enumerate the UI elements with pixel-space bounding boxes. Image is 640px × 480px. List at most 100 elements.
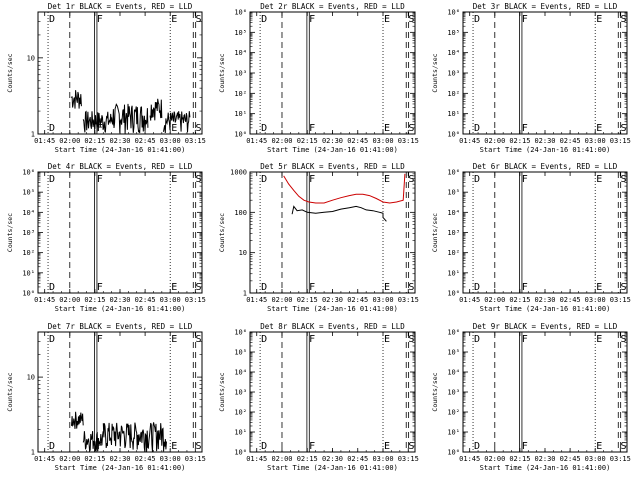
- y-tick-label: 10: [239, 249, 247, 257]
- x-tick-label: 02:30: [322, 296, 343, 304]
- x-tick-label: 02:45: [135, 137, 156, 145]
- marker-label-e: E: [596, 441, 602, 452]
- y-tick-label: 10¹: [447, 269, 460, 277]
- marker-label-s: S: [195, 334, 201, 345]
- x-tick-label: 02:30: [109, 296, 130, 304]
- plot-frame: [462, 11, 628, 135]
- y-tick-label: 10⁶: [447, 9, 460, 17]
- y-tick-label: 10¹: [447, 429, 460, 437]
- y-tick-label: 10⁰: [234, 449, 247, 457]
- y-tick-label: 10³: [234, 389, 247, 397]
- panel-title: Det 6r BLACK = Events, RED = LLD: [473, 162, 618, 171]
- x-tick-label: 02:15: [297, 137, 318, 145]
- marker-label-f: F: [309, 334, 315, 345]
- marker-label-d: D: [261, 174, 267, 185]
- marker-label-f: F: [97, 441, 103, 452]
- plot-frame: [462, 331, 628, 453]
- x-axis-title: Start Time (24-Jan-16 01:41:00): [55, 146, 186, 154]
- panel-det-6: Det 6r BLACK = Events, RED = LLD 01:45 02:…: [431, 162, 631, 313]
- x-tick-label: 01:45: [246, 296, 267, 304]
- y-axis-title: Counts/sec: [6, 213, 14, 252]
- x-tick-label: 02:15: [509, 137, 530, 145]
- panel-title: Det 3r BLACK = Events, RED = LLD: [473, 2, 618, 11]
- x-tick-label: 02:15: [509, 296, 530, 304]
- marker-label-s: S: [408, 441, 414, 452]
- y-axis-title: Counts/sec: [431, 53, 439, 92]
- y-tick-label: 10²: [447, 409, 460, 417]
- y-tick-label: 10⁰: [447, 449, 460, 457]
- marker-label-s: S: [620, 282, 626, 293]
- x-tick-label: 03:15: [398, 455, 419, 463]
- y-tick-label: 10⁶: [22, 169, 35, 177]
- marker-label-d: D: [261, 14, 267, 25]
- x-tick-label: 02:30: [109, 455, 130, 463]
- x-tick-label: 03:15: [398, 296, 419, 304]
- y-tick-label: 1000: [230, 169, 247, 177]
- x-axis-title: Start Time (24-Jan-16 01:41:00): [267, 305, 398, 313]
- marker-label-d: D: [49, 334, 55, 345]
- marker-label-f: F: [522, 282, 528, 293]
- panel-title: Det 8r BLACK = Events, RED = LLD: [260, 322, 405, 331]
- x-axis-title: Start Time (24-Jan-16 01:41:00): [267, 146, 398, 154]
- x-tick-label: 03:00: [372, 296, 393, 304]
- x-tick-label: 02:00: [271, 137, 292, 145]
- marker-label-f: F: [309, 123, 315, 134]
- y-axis-title: Counts/sec: [218, 53, 226, 92]
- panel-title: Det 9r BLACK = Events, RED = LLD: [473, 322, 618, 331]
- x-tick-label: 03:15: [610, 455, 631, 463]
- x-tick-label: 03:15: [610, 137, 631, 145]
- x-tick-label: 03:00: [160, 296, 181, 304]
- x-tick-label: 02:00: [59, 296, 80, 304]
- y-tick-label: 10³: [447, 389, 460, 397]
- marker-label-s: S: [408, 14, 414, 25]
- panel-title: Det 7r BLACK = Events, RED = LLD: [48, 322, 193, 331]
- y-tick-label: 10⁴: [234, 49, 247, 57]
- y-tick-label: 10⁶: [234, 9, 247, 17]
- x-tick-label: 01:45: [34, 296, 55, 304]
- plot-frame: [462, 171, 628, 294]
- marker-label-e: E: [384, 123, 390, 134]
- x-axis-title: Start Time (24-Jan-16 01:41:00): [55, 464, 186, 472]
- y-tick-label: 10³: [447, 70, 460, 78]
- plot-frame: [37, 171, 203, 294]
- x-axis-title: Start Time (24-Jan-16 01:41:00): [267, 464, 398, 472]
- marker-label-s: S: [195, 14, 201, 25]
- x-axis-title: Start Time (24-Jan-16 01:41:00): [480, 146, 611, 154]
- x-tick-label: 03:00: [160, 455, 181, 463]
- x-tick-label: 01:45: [459, 137, 480, 145]
- events-series: [291, 205, 387, 222]
- x-tick-label: 03:00: [585, 455, 606, 463]
- events-series: [163, 111, 191, 134]
- y-tick-label: 10⁶: [447, 169, 460, 177]
- y-tick-label: 10⁶: [447, 329, 460, 337]
- marker-label-s: S: [620, 14, 626, 25]
- x-tick-label: 02:45: [560, 455, 581, 463]
- marker-label-e: E: [384, 282, 390, 293]
- x-axis-title: Start Time (24-Jan-16 01:41:00): [480, 464, 611, 472]
- panel-det-3: Det 3r BLACK = Events, RED = LLD 01:45 02:…: [431, 2, 631, 154]
- y-axis-title: Counts/sec: [431, 213, 439, 252]
- marker-label-d: D: [49, 441, 55, 452]
- y-axis-title: Counts/sec: [218, 213, 226, 252]
- x-tick-label: 01:45: [459, 455, 480, 463]
- y-tick-label: 10²: [22, 249, 35, 257]
- marker-label-f: F: [522, 441, 528, 452]
- marker-label-s: S: [620, 334, 626, 345]
- lld-series: [283, 173, 406, 204]
- x-tick-label: 02:45: [135, 455, 156, 463]
- x-tick-label: 03:15: [185, 137, 206, 145]
- marker-label-f: F: [97, 334, 103, 345]
- marker-label-f: F: [309, 441, 315, 452]
- marker-label-s: S: [620, 174, 626, 185]
- x-tick-label: 02:30: [534, 296, 555, 304]
- panel-det-7: Det 7r BLACK = Events, RED = LLD 01:45 02:…: [6, 322, 206, 472]
- y-tick-label: 10³: [234, 70, 247, 78]
- panel-det-5: Det 5r BLACK = Events, RED = LLD 01:45 02:…: [218, 162, 419, 313]
- marker-label-s: S: [195, 282, 201, 293]
- marker-label-e: E: [596, 123, 602, 134]
- y-tick-label: 10²: [234, 409, 247, 417]
- y-tick-label: 10⁵: [22, 189, 35, 197]
- x-tick-label: 02:15: [509, 455, 530, 463]
- y-tick-label: 10²: [234, 90, 247, 98]
- x-tick-label: 02:00: [484, 137, 505, 145]
